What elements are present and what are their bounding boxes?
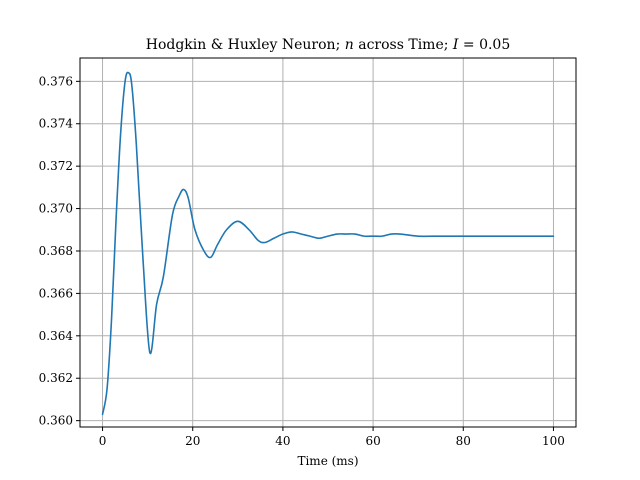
x-tick-label: 100 — [542, 434, 565, 448]
y-tick-label: 0.372 — [39, 159, 73, 173]
y-tick-label: 0.370 — [39, 202, 73, 216]
series-layer — [101, 71, 555, 416]
x-axis-label: Time (ms) — [297, 454, 358, 468]
y-tick-label: 0.364 — [39, 329, 74, 343]
y-axis-ticks: 0.360 0.362 0.364 0.366 0.368 0.370 0.372 0.374… — [39, 74, 80, 428]
y-tick-label: 0.368 — [39, 244, 73, 258]
axes-frame — [79, 57, 577, 428]
y-tick-label: 0.362 — [39, 371, 73, 385]
x-tick-label: 60 — [365, 434, 380, 448]
series-line-n — [101, 71, 555, 416]
y-tick-label: 0.360 — [39, 414, 73, 428]
chart-title: Hodgkin & Huxley Neuron; n across Time; … — [146, 37, 511, 53]
x-axis-ticks: 0 20 40 60 80 100 — [99, 427, 565, 448]
y-tick-label: 0.374 — [39, 117, 74, 131]
x-tick-label: 80 — [456, 434, 471, 448]
y-tick-label: 0.376 — [39, 74, 73, 88]
x-tick-label: 40 — [275, 434, 290, 448]
x-tick-label: 0 — [99, 434, 107, 448]
grid-lines — [80, 58, 576, 427]
x-tick-label: 20 — [185, 434, 200, 448]
y-tick-label: 0.366 — [39, 286, 73, 300]
